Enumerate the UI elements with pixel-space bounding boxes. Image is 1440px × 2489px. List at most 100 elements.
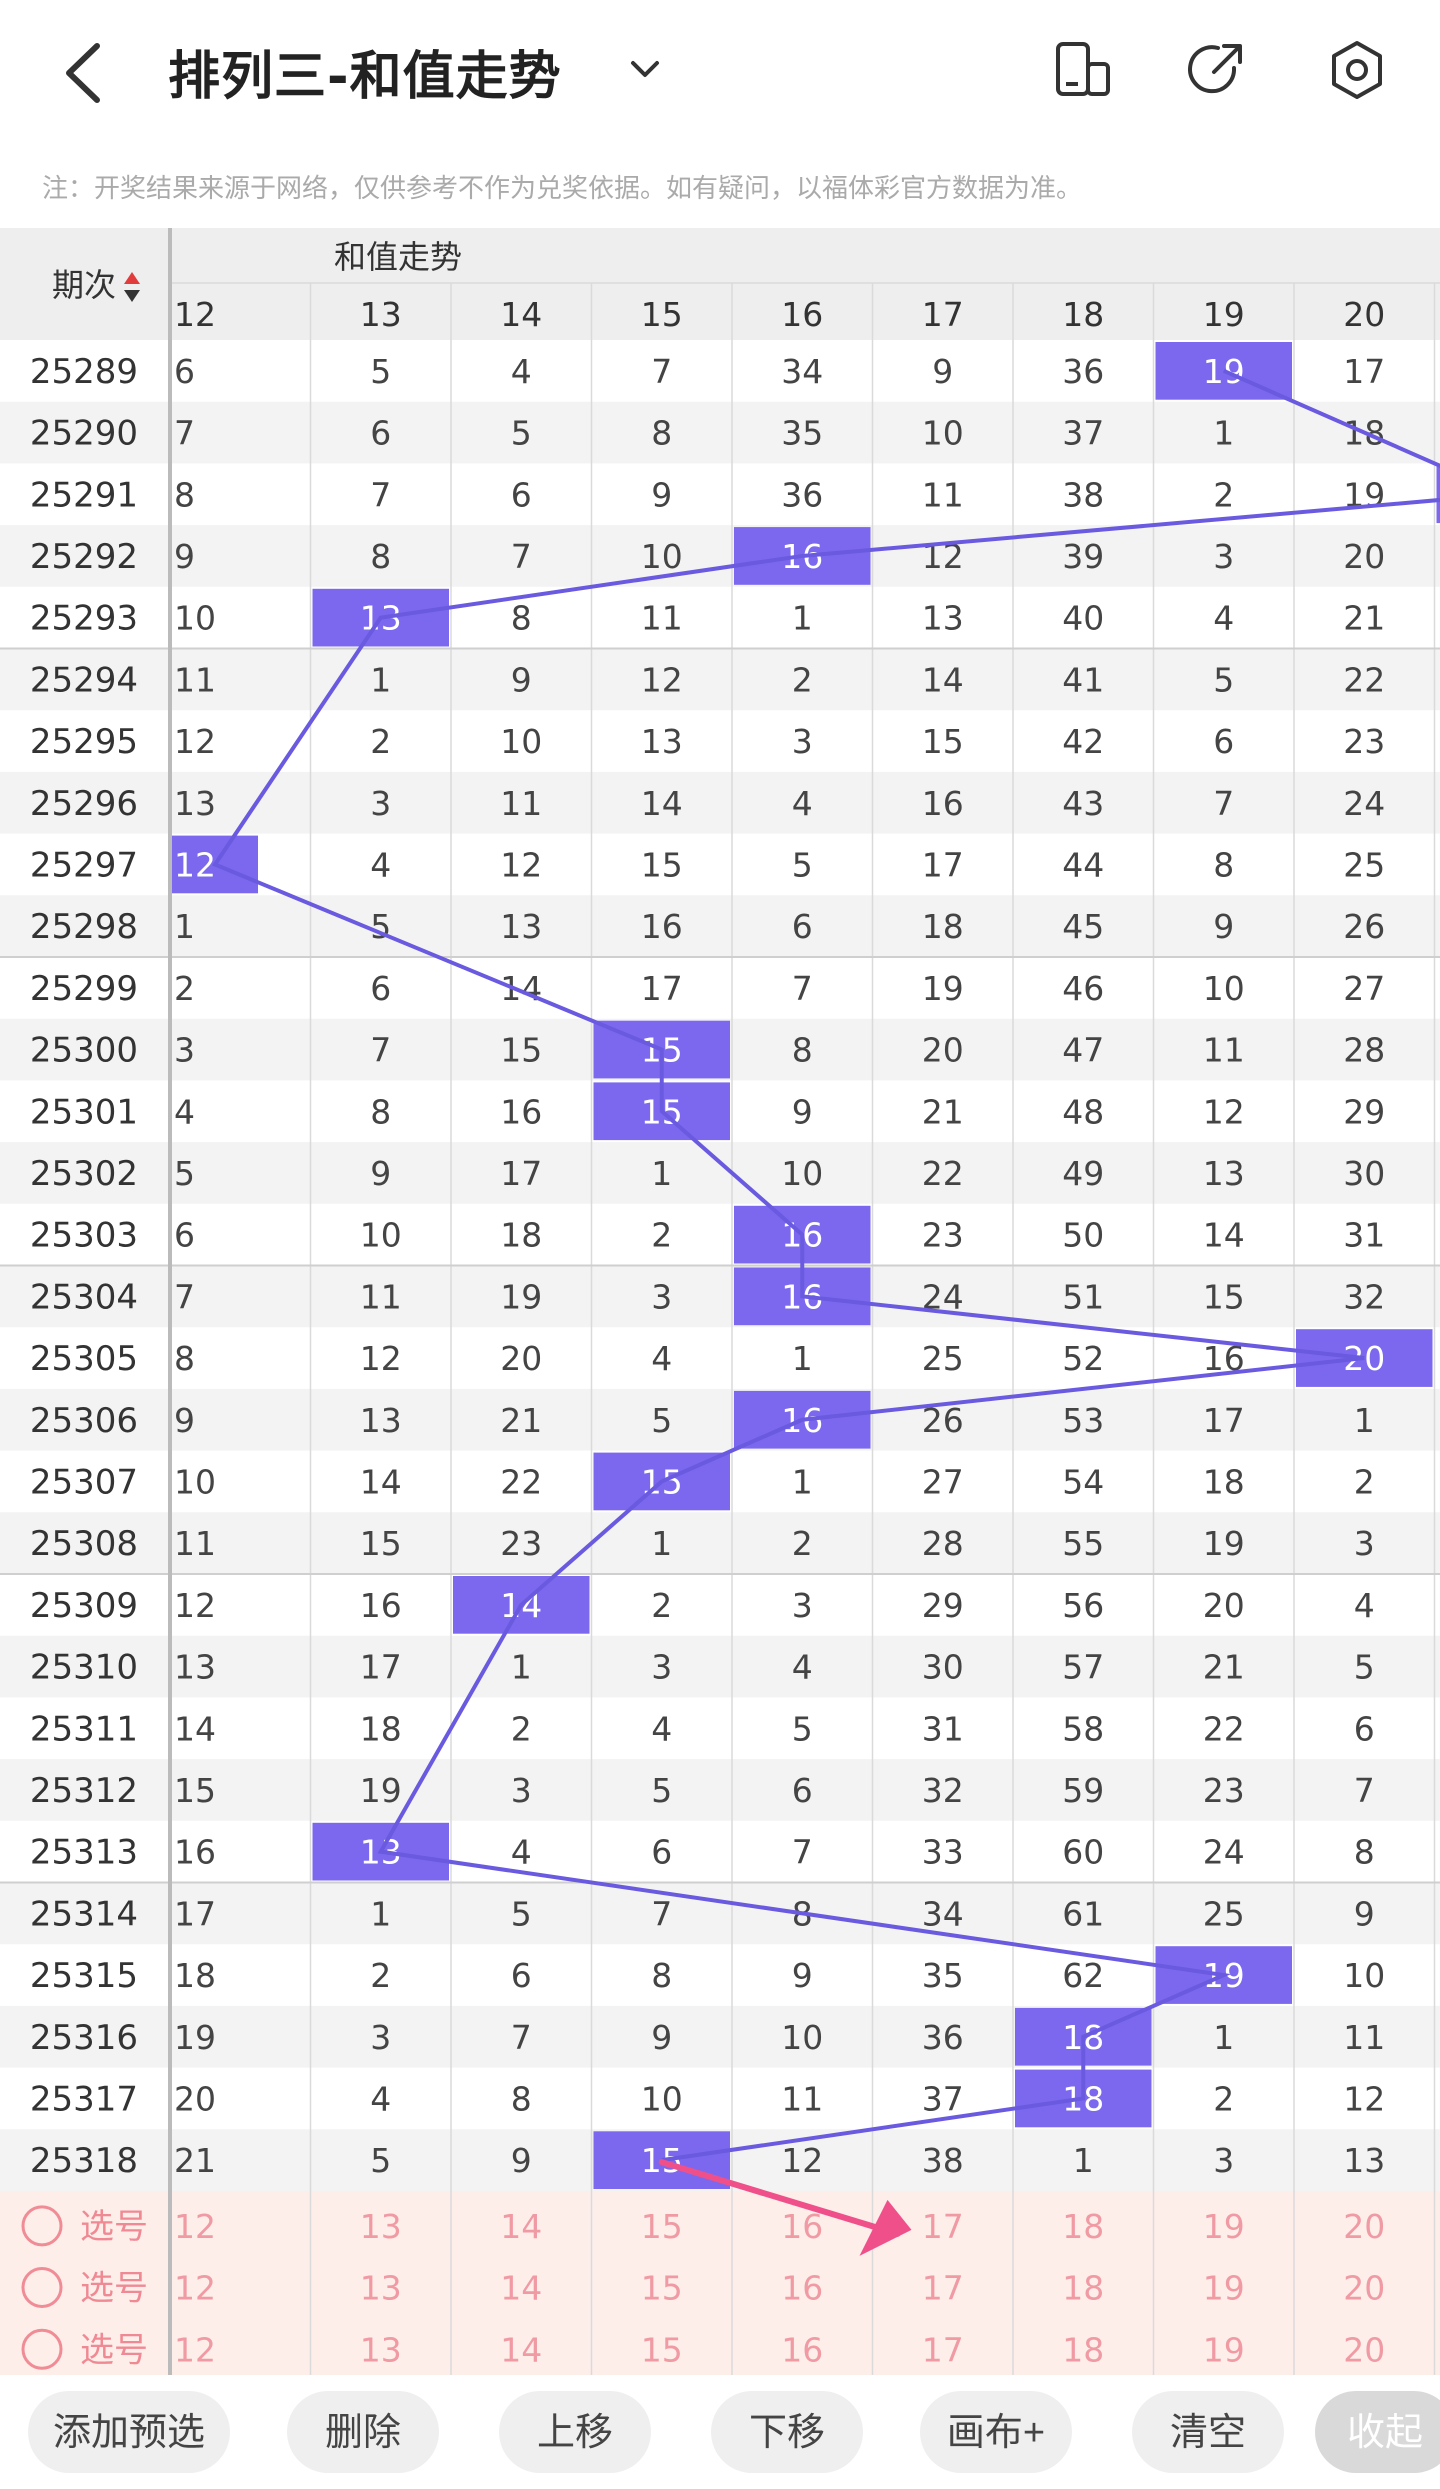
select-number[interactable]: 19 <box>1203 2330 1245 2369</box>
select-radio[interactable] <box>21 2205 63 2247</box>
cell-value: 5 <box>792 845 813 884</box>
cell-value: 3 <box>651 1277 672 1316</box>
chevron-down-icon[interactable] <box>625 50 665 90</box>
issue-number: 25318 <box>30 2141 138 2181</box>
issue-number: 25312 <box>30 1771 138 1811</box>
cell-value: 10 <box>174 1462 216 1501</box>
cell-value: 61 <box>1062 1894 1104 1933</box>
hit-cell[interactable] <box>1436 465 1440 524</box>
select-number[interactable]: 19 <box>1203 2269 1245 2308</box>
issue-number: 25314 <box>30 1894 138 1934</box>
select-label[interactable]: 选号 <box>80 2330 148 2370</box>
select-number[interactable]: 14 <box>500 2207 542 2246</box>
settings-icon[interactable] <box>1325 38 1389 102</box>
add-preset-button[interactable]: 添加预选 <box>28 2391 230 2473</box>
share-icon[interactable] <box>1184 38 1248 102</box>
cell-value: 4 <box>370 2079 391 2118</box>
cell-value: 1 <box>1213 414 1234 453</box>
select-label[interactable]: 选号 <box>80 2269 148 2309</box>
cell-value: 4 <box>792 1648 813 1687</box>
select-number[interactable]: 12 <box>174 2207 216 2246</box>
cell-value: 31 <box>1343 1216 1385 1255</box>
trend-table[interactable]: 期次和值走势1213141516171819202252896547349361… <box>0 228 1440 2375</box>
cell-value: 6 <box>792 1771 813 1810</box>
canvas-plus-button[interactable]: 画布+ <box>920 2391 1072 2473</box>
cell-value: 7 <box>174 1277 195 1316</box>
cell-value: 14 <box>641 784 683 823</box>
cell-value: 23 <box>1203 1771 1245 1810</box>
cell-value: 26 <box>1343 907 1385 946</box>
sort-down-icon[interactable] <box>124 290 140 302</box>
select-number[interactable]: 12 <box>174 2269 216 2308</box>
trend-grid[interactable]: 期次和值走势1213141516171819202252896547349361… <box>0 228 1440 2375</box>
move-up-button[interactable]: 上移 <box>499 2391 651 2473</box>
select-radio[interactable] <box>21 2267 63 2309</box>
cell-value: 38 <box>1062 475 1104 514</box>
select-number[interactable]: 14 <box>500 2330 542 2369</box>
cell-value: 8 <box>174 475 195 514</box>
column-header: 14 <box>500 295 542 334</box>
select-number[interactable]: 16 <box>781 2207 823 2246</box>
clear-button[interactable]: 清空 <box>1132 2391 1284 2473</box>
cell-value: 34 <box>781 352 823 391</box>
issue-number: 25289 <box>30 352 138 392</box>
select-number[interactable]: 17 <box>922 2207 964 2246</box>
select-number[interactable]: 18 <box>1062 2269 1104 2308</box>
cell-value: 25 <box>1203 1894 1245 1933</box>
cell-value: 1 <box>174 907 195 946</box>
select-number[interactable]: 13 <box>360 2269 402 2308</box>
column-header: 20 <box>1343 295 1385 334</box>
cell-value: 48 <box>1062 1092 1104 1131</box>
select-number[interactable]: 20 <box>1343 2269 1385 2308</box>
page-title[interactable]: 排列三-和值走势 <box>168 47 562 107</box>
cell-value: 1 <box>651 1154 672 1193</box>
cell-value: 5 <box>174 1154 195 1193</box>
cell-value: 2 <box>792 1524 813 1563</box>
cell-value: 12 <box>174 1586 216 1625</box>
cell-value: 10 <box>1203 969 1245 1008</box>
select-number[interactable]: 18 <box>1062 2207 1104 2246</box>
bottom-action-bar: 添加预选 删除 上移 下移 画布+ 清空 收起 <box>0 2375 1440 2489</box>
select-number[interactable]: 13 <box>360 2207 402 2246</box>
issue-number: 25310 <box>30 1648 138 1688</box>
issue-number: 25296 <box>30 784 138 824</box>
select-number[interactable]: 15 <box>641 2207 683 2246</box>
cell-value: 6 <box>370 414 391 453</box>
move-down-button[interactable]: 下移 <box>711 2391 863 2473</box>
cell-value: 21 <box>500 1401 542 1440</box>
cell-value: 4 <box>651 1339 672 1378</box>
select-number[interactable]: 14 <box>500 2269 542 2308</box>
collapse-button[interactable]: 收起 <box>1315 2391 1440 2473</box>
issue-number: 25307 <box>30 1462 138 1502</box>
select-number[interactable]: 15 <box>641 2330 683 2369</box>
select-number[interactable]: 17 <box>922 2330 964 2369</box>
select-number[interactable]: 16 <box>781 2330 823 2369</box>
cell-value: 58 <box>1062 1709 1104 1748</box>
delete-button[interactable]: 删除 <box>287 2391 439 2473</box>
select-number[interactable]: 12 <box>174 2330 216 2369</box>
sort-up-icon[interactable] <box>124 272 140 284</box>
cell-value: 12 <box>360 1339 402 1378</box>
select-number[interactable]: 20 <box>1343 2330 1385 2369</box>
select-number[interactable]: 20 <box>1343 2207 1385 2246</box>
select-number[interactable]: 17 <box>922 2269 964 2308</box>
select-number[interactable]: 16 <box>781 2269 823 2308</box>
back-icon[interactable] <box>55 38 115 108</box>
select-number[interactable]: 19 <box>1203 2207 1245 2246</box>
cell-value: 40 <box>1062 599 1104 638</box>
select-number[interactable]: 13 <box>360 2330 402 2369</box>
cell-value: 33 <box>922 1833 964 1872</box>
issue-header[interactable]: 期次 <box>52 266 116 304</box>
header-bar: 排列三-和值走势 <box>0 0 1440 145</box>
issue-number: 25308 <box>30 1524 138 1564</box>
cell-value: 5 <box>370 352 391 391</box>
select-number[interactable]: 15 <box>641 2269 683 2308</box>
select-radio[interactable] <box>21 2328 63 2370</box>
select-number[interactable]: 18 <box>1062 2330 1104 2369</box>
cell-value: 9 <box>511 2141 532 2180</box>
cell-value[interactable]: 12 <box>174 845 216 884</box>
cell-value: 7 <box>174 414 195 453</box>
phone-layout-icon[interactable] <box>1050 38 1114 102</box>
cell-value: 1 <box>651 1524 672 1563</box>
select-label[interactable]: 选号 <box>80 2207 148 2247</box>
